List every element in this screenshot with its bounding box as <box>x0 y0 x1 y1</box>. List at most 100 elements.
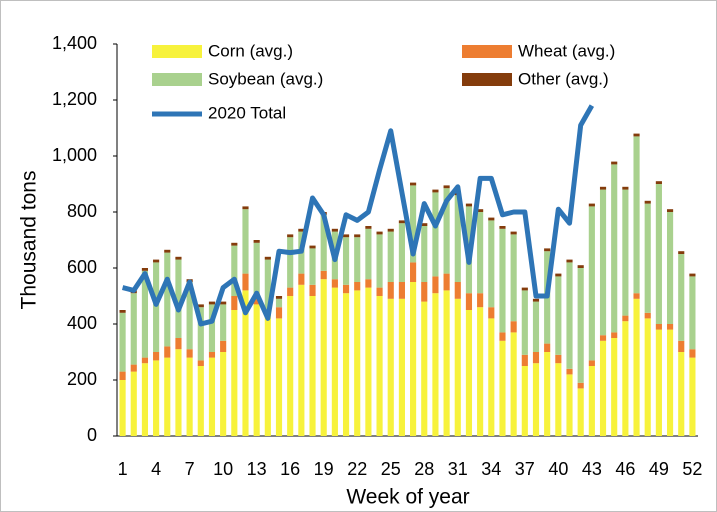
bar-segment <box>622 189 629 316</box>
bar-segment <box>521 366 528 436</box>
bar-segment <box>309 248 316 285</box>
bar-segment <box>421 301 428 436</box>
bar-segment <box>566 262 573 369</box>
bar-segment <box>421 282 428 302</box>
y-tick-label: 200 <box>67 369 97 389</box>
bar-segment <box>197 366 204 436</box>
bar-segment <box>566 259 573 263</box>
bar-segment <box>175 349 182 436</box>
bar-segment <box>365 279 372 288</box>
bar-segment <box>510 231 517 235</box>
bar-segment <box>577 388 584 436</box>
legend-label: Other (avg.) <box>518 69 609 88</box>
bar-segment <box>544 248 551 252</box>
bar-segment <box>298 228 305 232</box>
bar-segment <box>499 332 506 341</box>
bar-segment <box>119 371 126 380</box>
x-tick-label: 19 <box>314 459 334 479</box>
bar-segment <box>365 226 372 229</box>
bar-segment <box>454 195 461 282</box>
bar-segment <box>130 364 137 372</box>
bar-segment <box>141 268 149 271</box>
bar-segment <box>354 237 361 282</box>
bar-segment <box>220 340 227 352</box>
bar-segment <box>387 282 394 299</box>
bar-segment <box>577 382 584 389</box>
bar-segment <box>611 161 618 165</box>
x-tick-label: 43 <box>582 459 602 479</box>
bar-segment <box>432 189 439 193</box>
bar-segment <box>186 282 193 350</box>
bar-segment <box>655 184 662 324</box>
bar-segment <box>666 209 674 212</box>
legend-label: Corn (avg.) <box>208 41 293 60</box>
bar-segment <box>410 185 417 263</box>
bar-segment <box>287 287 294 296</box>
x-tick-label: 7 <box>185 459 195 479</box>
bar-segment <box>264 315 271 436</box>
bar-segment <box>231 310 238 436</box>
bar-segment <box>242 273 249 291</box>
bar-segment <box>242 290 249 436</box>
bar-segment <box>689 276 696 350</box>
bar-segment <box>644 203 651 313</box>
bar-segment <box>499 226 506 229</box>
bar-segment <box>555 273 562 277</box>
bar-segment <box>577 268 584 383</box>
x-tick-label: 49 <box>649 459 669 479</box>
bar-segment <box>253 304 260 436</box>
x-tick-label: 40 <box>548 459 568 479</box>
line <box>121 104 595 327</box>
bar-segment <box>410 282 417 436</box>
x-tick-label: 10 <box>213 459 233 479</box>
bar-segment <box>521 290 528 355</box>
bar-segment <box>454 298 461 436</box>
bar-segment <box>510 332 517 436</box>
bar-segment <box>164 252 171 347</box>
bar-segment <box>611 332 618 338</box>
bar-segment <box>298 284 305 436</box>
bar-segment <box>287 296 294 436</box>
bar-segment <box>253 242 260 294</box>
bar-segment <box>555 363 562 436</box>
bar-segment <box>655 181 662 184</box>
legend-swatch <box>152 45 202 58</box>
bar-segment <box>164 249 171 253</box>
bar-segment <box>510 234 517 322</box>
bar-segment <box>488 217 495 221</box>
bar-segment <box>320 214 327 271</box>
bar-segment <box>365 228 372 280</box>
bar-segment <box>644 200 651 204</box>
bar-segment <box>599 335 607 341</box>
legend-swatch <box>152 73 202 86</box>
bar-segment <box>477 307 484 436</box>
bar-segment <box>633 298 640 436</box>
bar-segment <box>208 301 216 305</box>
legend-swatch <box>462 45 512 58</box>
legend-swatch <box>462 73 512 86</box>
bar-segment <box>153 262 160 352</box>
bar-segment <box>622 186 629 190</box>
bar-segment <box>164 346 171 358</box>
bar-segment <box>532 301 540 352</box>
bar-segment <box>689 357 696 436</box>
x-axis-label: Week of year <box>346 486 469 509</box>
bar-segment <box>376 296 383 436</box>
legend-label: Soybean (avg.) <box>208 69 323 88</box>
bar-segment <box>666 212 674 324</box>
bar-segment <box>432 293 439 436</box>
bar-segment <box>622 315 629 322</box>
bar-segment <box>354 290 361 436</box>
bar-segment <box>242 209 249 274</box>
bar-segment <box>387 228 394 232</box>
x-tick-label: 16 <box>280 459 300 479</box>
bar-segment <box>342 234 350 238</box>
bar-segment <box>331 228 338 232</box>
bar-segment <box>588 206 595 361</box>
bar-segment <box>633 293 640 299</box>
y-tick-label: 600 <box>67 257 97 277</box>
bar-segment <box>220 304 227 341</box>
bar-segment <box>410 182 417 186</box>
x-tick-label: 34 <box>481 459 501 479</box>
bar-segment <box>465 310 473 436</box>
